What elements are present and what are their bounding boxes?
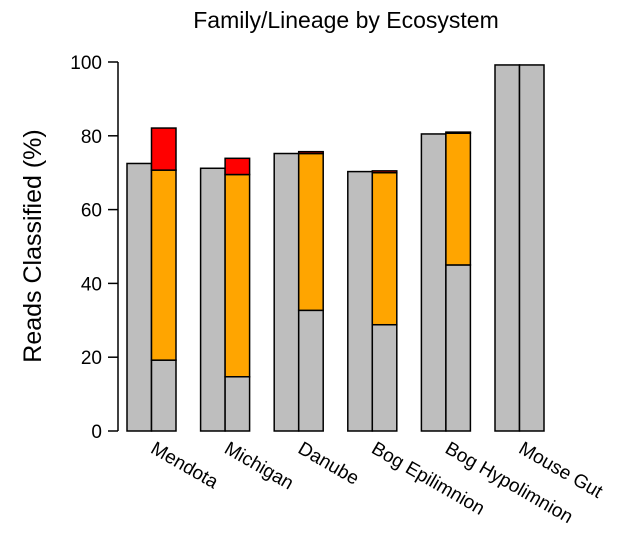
category-label: Danube xyxy=(294,438,362,489)
y-tick-label: 20 xyxy=(81,348,102,369)
bar-segment-0 xyxy=(224,376,251,432)
bars xyxy=(126,64,545,432)
y-tick-label: 80 xyxy=(81,127,102,148)
bar-segment-0 xyxy=(445,264,472,432)
y-tick-label: 60 xyxy=(81,201,102,222)
bar-total xyxy=(199,167,226,432)
bar-total xyxy=(347,170,374,432)
y-axis-label: Reads Classified (%) xyxy=(19,129,47,362)
y-tick-label: 100 xyxy=(70,53,102,74)
bar-total xyxy=(494,64,521,432)
bar-segment-2 xyxy=(445,131,472,134)
bar-segment-1 xyxy=(445,132,472,266)
bar-segment-2 xyxy=(371,170,398,174)
bar-segment-0 xyxy=(297,309,324,432)
y-tick-label: 40 xyxy=(81,274,102,295)
bar-segment-1 xyxy=(297,152,324,312)
bar-segment-2 xyxy=(150,127,177,171)
bar-segment-2 xyxy=(297,150,324,155)
category-label: Bog Hypolimnion xyxy=(441,438,576,528)
bar-segment-1 xyxy=(150,169,177,361)
bar-segment-0 xyxy=(371,323,398,432)
y-ticks: 0 20 40 60 80 100 xyxy=(70,53,118,443)
bar-segment-1 xyxy=(371,171,398,326)
bar-segment-2 xyxy=(224,157,251,176)
bar-total xyxy=(420,133,447,432)
bar-total xyxy=(126,162,153,432)
y-tick-label: 0 xyxy=(91,422,102,443)
bar-segment-0 xyxy=(518,64,545,432)
chart-title: Family/Lineage by Ecosystem xyxy=(193,7,499,33)
bar-segment-1 xyxy=(224,173,251,378)
bar-total xyxy=(273,152,300,432)
category-label: Michigan xyxy=(221,438,297,494)
category-label: Mendota xyxy=(147,438,222,493)
bar-segment-0 xyxy=(150,359,177,432)
